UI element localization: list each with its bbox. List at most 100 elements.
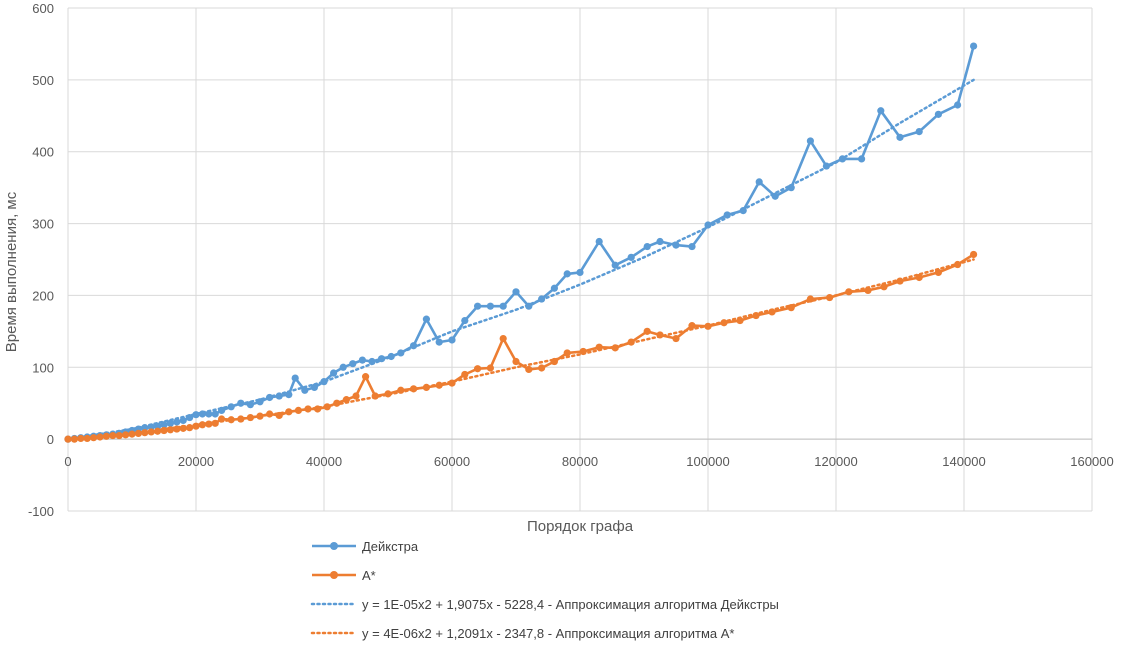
data-point <box>186 413 194 422</box>
y-tick-label: 300 <box>32 217 54 232</box>
data-point <box>643 242 651 251</box>
series-2 <box>66 78 975 441</box>
data-point <box>611 344 619 352</box>
data-point <box>179 424 187 432</box>
data-point <box>739 207 747 215</box>
series-line <box>67 45 975 441</box>
data-point <box>371 392 379 400</box>
legend-label: Дейкстра <box>362 539 419 554</box>
data-point <box>352 392 360 400</box>
x-tick-label: 40000 <box>306 454 342 469</box>
legend-item: y = 1E-05x2 + 1,9075x - 5228,4 - Аппрокс… <box>310 597 779 612</box>
data-point <box>934 268 943 277</box>
data-point <box>512 357 520 366</box>
y-tick-label: 0 <box>47 432 54 447</box>
legend-label: A* <box>362 568 376 583</box>
data-point <box>656 331 664 339</box>
data-point <box>397 349 405 357</box>
data-point <box>304 405 312 413</box>
data-point <box>826 293 834 302</box>
data-point <box>448 336 456 344</box>
data-point <box>915 273 923 282</box>
data-point <box>627 253 635 261</box>
data-point <box>173 425 181 433</box>
data-point <box>90 434 98 442</box>
data-point <box>768 308 776 316</box>
data-point <box>77 434 85 443</box>
data-point <box>205 410 213 418</box>
x-tick-label: 0 <box>64 454 71 469</box>
data-point <box>755 178 763 186</box>
data-point <box>723 211 731 219</box>
data-point <box>166 419 174 427</box>
data-point <box>512 288 520 296</box>
data-point <box>198 421 206 429</box>
data-point <box>198 410 206 418</box>
data-point <box>83 434 91 443</box>
data-point <box>896 277 904 285</box>
series-0 <box>64 42 978 443</box>
data-point <box>166 426 174 434</box>
data-point <box>330 369 338 377</box>
data-point <box>486 302 494 310</box>
series <box>64 42 978 443</box>
data-point <box>877 107 885 115</box>
x-tick-label: 80000 <box>562 454 598 469</box>
data-point <box>378 355 386 363</box>
data-point <box>237 415 245 423</box>
data-point <box>806 137 815 145</box>
data-point <box>397 386 405 394</box>
data-point <box>160 421 168 429</box>
data-point <box>339 363 347 371</box>
data-point <box>550 357 559 366</box>
data-point <box>227 416 235 424</box>
data-point <box>752 311 760 320</box>
data-point <box>499 302 507 310</box>
data-point <box>410 342 418 350</box>
data-point <box>173 418 181 426</box>
legend: Дейкстра A* y = 1E-05x2 + 1,9075x - 5228,4… <box>310 539 779 641</box>
data-point <box>256 398 264 406</box>
data-point <box>218 415 226 423</box>
data-point <box>266 393 274 402</box>
data-point <box>362 373 370 381</box>
data-point <box>704 221 712 229</box>
data-point <box>333 399 341 407</box>
legend-marker <box>330 542 338 550</box>
series-1 <box>64 250 978 443</box>
data-point <box>115 431 123 440</box>
data-point <box>954 101 962 109</box>
data-point <box>410 385 418 393</box>
data-point <box>422 383 430 392</box>
data-point <box>179 416 187 425</box>
data-point <box>448 379 456 387</box>
data-point <box>934 110 943 118</box>
legend-item: A* <box>312 568 376 583</box>
data-point <box>525 365 533 374</box>
data-point <box>237 399 245 407</box>
y-tick-label: 200 <box>32 288 54 303</box>
data-point <box>154 422 162 430</box>
data-point <box>550 284 559 292</box>
y-tick-label: 100 <box>32 360 54 375</box>
data-point <box>285 408 293 416</box>
data-point <box>192 411 200 419</box>
data-point <box>128 430 136 438</box>
data-point <box>141 429 149 437</box>
data-point <box>154 427 162 435</box>
data-point <box>96 433 104 441</box>
data-point <box>285 390 293 399</box>
legend-marker <box>330 571 338 579</box>
data-point <box>538 295 546 303</box>
legend-label: y = 1E-05x2 + 1,9075x - 5228,4 - Аппрокс… <box>362 597 779 612</box>
data-point <box>611 261 619 269</box>
data-point <box>806 295 815 303</box>
data-point <box>323 403 331 411</box>
data-point <box>102 432 110 440</box>
data-point <box>720 319 728 327</box>
data-point <box>595 237 603 246</box>
data-point <box>970 250 978 259</box>
data-point <box>672 241 680 249</box>
data-point <box>291 374 299 382</box>
data-point <box>474 302 482 310</box>
